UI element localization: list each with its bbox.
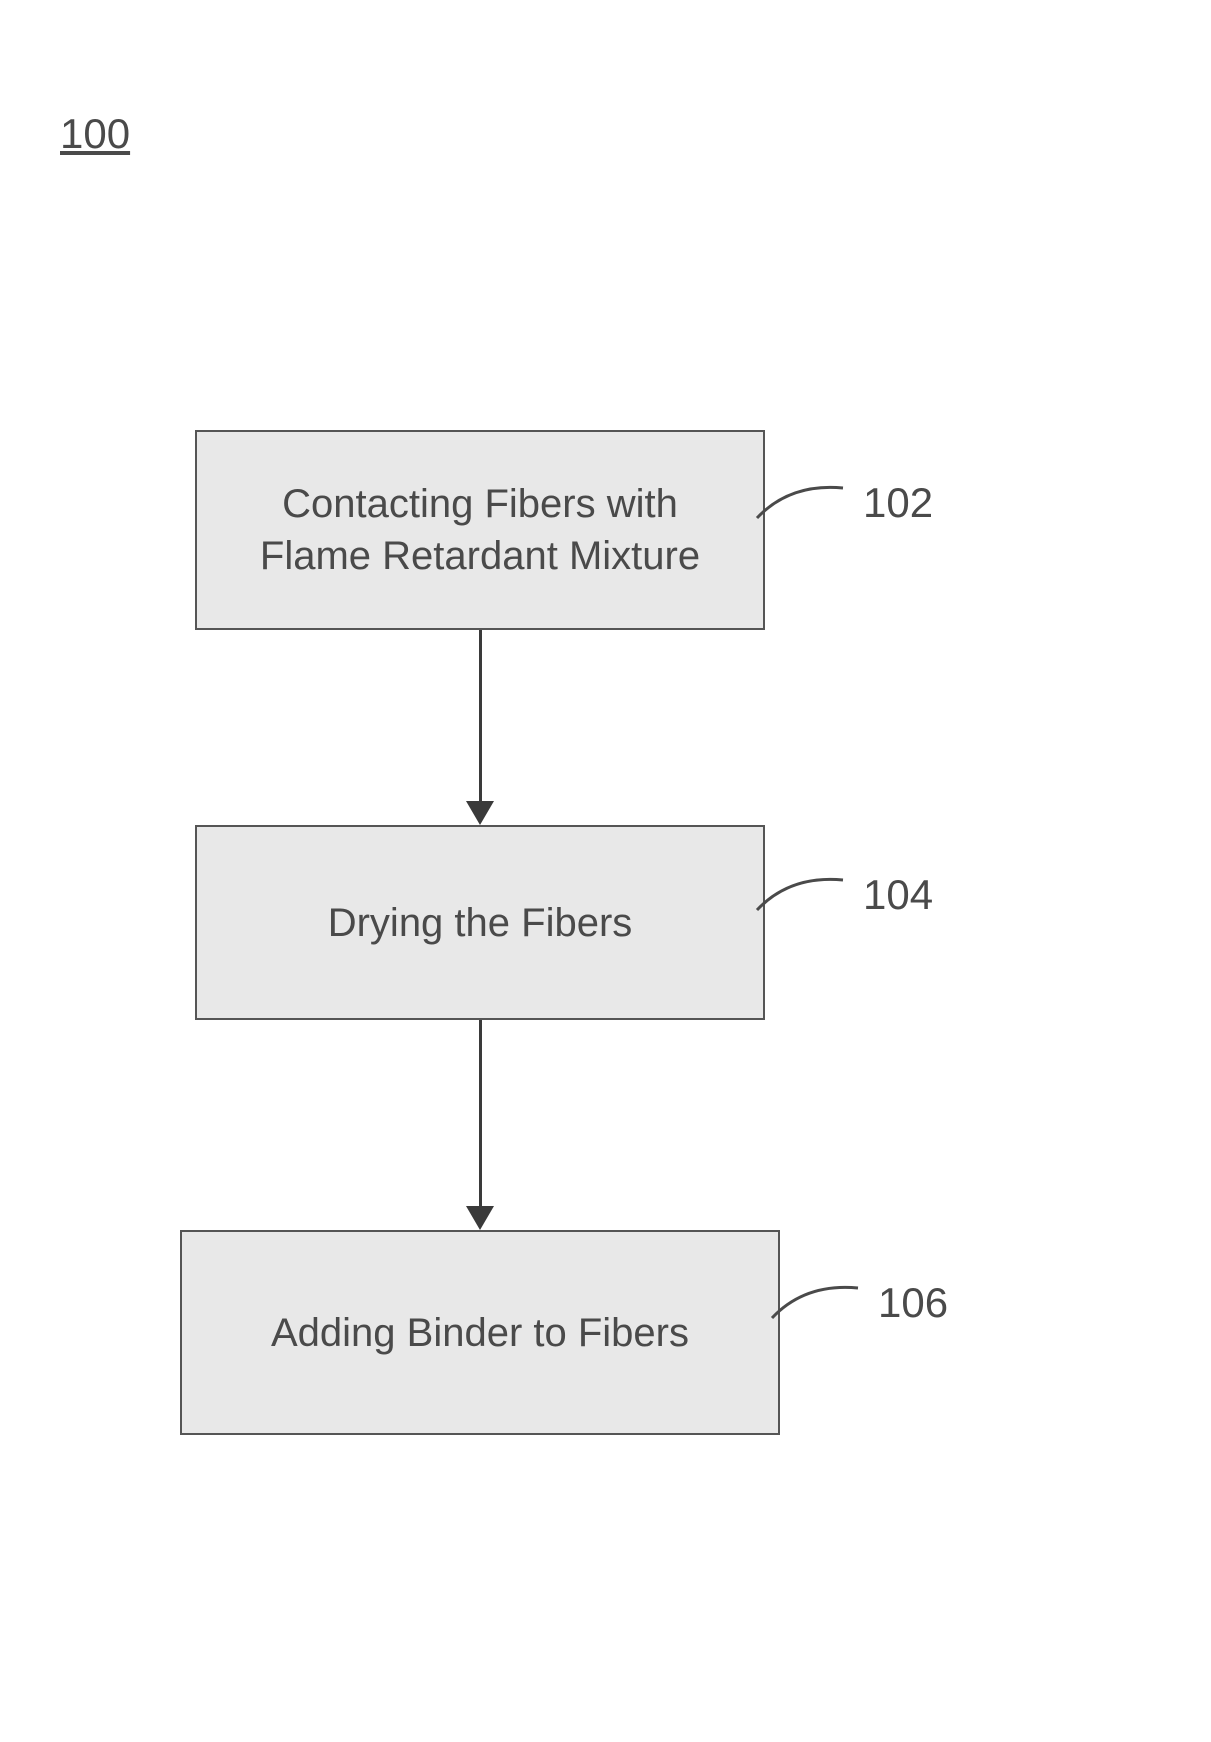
arrow-head-icon xyxy=(466,801,494,825)
callout-2-label: 104 xyxy=(863,871,933,919)
flow-step-2-text: Drying the Fibers xyxy=(328,897,633,949)
callout-3: 106 xyxy=(770,1278,948,1328)
flow-step-1-row: Contacting Fibers with Flame Retardant M… xyxy=(195,430,765,630)
callout-curve-icon xyxy=(770,1278,860,1328)
flow-step-2-line1: Drying the Fibers xyxy=(328,901,633,945)
figure-number: 100 xyxy=(60,110,130,158)
flow-step-2-row: Drying the Fibers 104 xyxy=(195,825,765,1020)
arrow-2-line xyxy=(479,1020,482,1206)
flow-step-1-line2: Flame Retardant Mixture xyxy=(260,534,700,578)
flow-step-3-row: Adding Binder to Fibers 106 xyxy=(180,1230,780,1435)
arrow-2 xyxy=(466,1020,494,1230)
callout-1: 102 xyxy=(755,478,933,528)
flow-step-2-box: Drying the Fibers xyxy=(195,825,765,1020)
callout-2: 104 xyxy=(755,870,933,920)
flowchart-container: Contacting Fibers with Flame Retardant M… xyxy=(180,430,780,1435)
arrow-1-line xyxy=(479,630,482,801)
callout-curve-icon xyxy=(755,870,845,920)
arrow-head-icon xyxy=(466,1206,494,1230)
flow-step-1-box: Contacting Fibers with Flame Retardant M… xyxy=(195,430,765,630)
callout-3-label: 106 xyxy=(878,1279,948,1327)
callout-1-label: 102 xyxy=(863,479,933,527)
flow-step-3-box: Adding Binder to Fibers xyxy=(180,1230,780,1435)
callout-curve-icon xyxy=(755,478,845,528)
flow-step-3-line1: Adding Binder to Fibers xyxy=(271,1311,689,1355)
flow-step-3-text: Adding Binder to Fibers xyxy=(271,1307,689,1359)
arrow-1 xyxy=(466,630,494,825)
flow-step-1-text: Contacting Fibers with Flame Retardant M… xyxy=(260,478,700,582)
flow-step-1-line1: Contacting Fibers with xyxy=(282,482,678,526)
